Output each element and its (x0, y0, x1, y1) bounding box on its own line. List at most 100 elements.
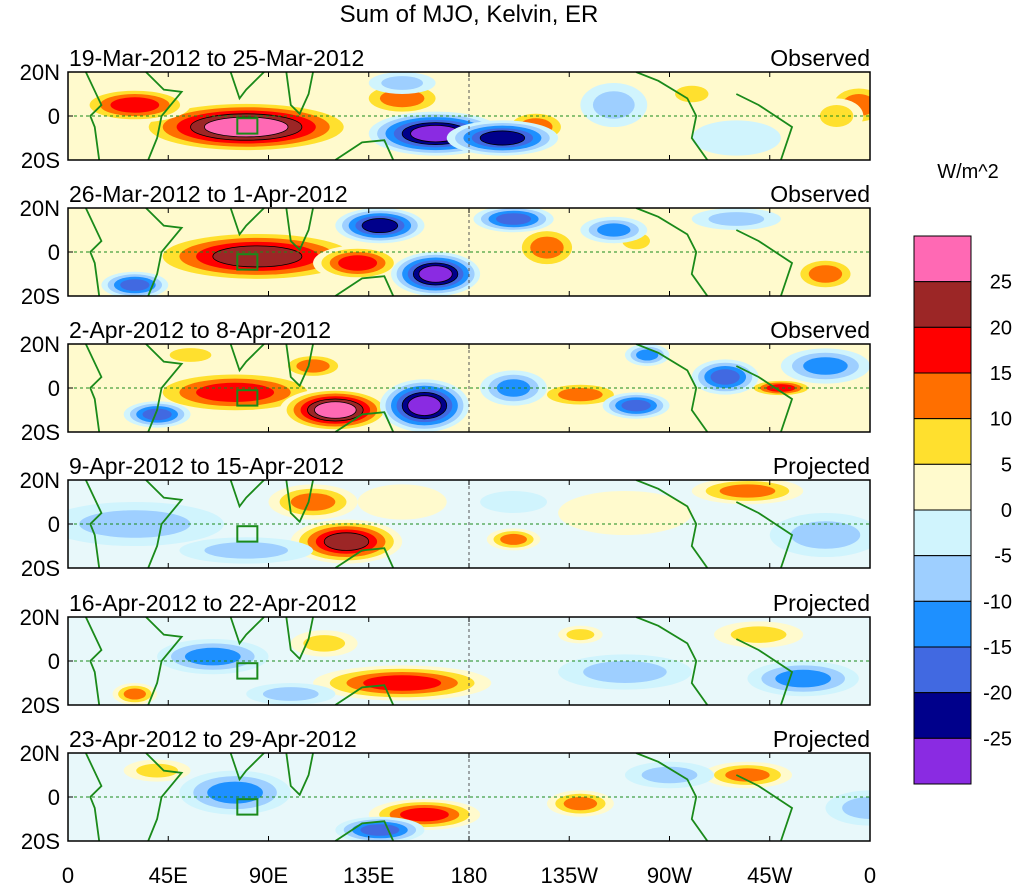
negative-anomaly-contour (184, 647, 241, 666)
lat-label: 20S (21, 829, 60, 854)
colorbar-swatch (913, 646, 972, 694)
positive-anomaly-contour (719, 484, 776, 498)
negative-anomaly-contour (597, 223, 631, 237)
lat-label: 0 (48, 785, 60, 810)
colorbar-tick-label: 20 (990, 317, 1012, 339)
positive-anomaly-contour (530, 236, 564, 259)
colorbar-swatch (913, 737, 972, 785)
colorbar-tick-label: 25 (990, 272, 1012, 294)
coastline (145, 344, 184, 432)
positive-anomaly-contour (110, 97, 160, 113)
coastline (334, 684, 395, 705)
positive-anomaly-contour (400, 807, 449, 822)
lon-label: 0 (62, 863, 74, 888)
positive-anomaly-contour (338, 255, 378, 271)
colorbar-tick-label: -5 (994, 546, 1012, 568)
coastline (635, 753, 709, 841)
positive-anomaly-contour (558, 388, 603, 402)
colorbar-swatch (913, 555, 972, 602)
panel-date-range: 2-Apr-2012 to 8-Apr-2012 (69, 317, 331, 343)
positive-anomaly-contour (136, 763, 178, 778)
colorbar-tick-label: -25 (983, 728, 1012, 750)
coastline (735, 93, 794, 160)
coastline (229, 480, 265, 509)
lat-label: 0 (48, 376, 60, 401)
panel-status-label: Projected (773, 590, 870, 616)
coastline (285, 753, 314, 797)
positive-anomaly-contour (204, 116, 289, 138)
positive-anomaly-contour (296, 359, 330, 373)
lon-label: 45W (747, 863, 792, 888)
negative-anomaly-contour (790, 521, 861, 549)
colorbar-swatch (913, 326, 972, 374)
coastline (735, 365, 794, 432)
negative-anomaly-contour (207, 781, 263, 804)
reference-box-marker (236, 389, 259, 407)
lon-label: 45E (149, 863, 188, 888)
coastline (229, 753, 265, 782)
negative-anomaly-contour (583, 661, 667, 683)
map-panel-6 (68, 753, 870, 841)
lon-label: 135E (343, 863, 394, 888)
lat-label: 20S (21, 420, 60, 445)
coastline (334, 411, 395, 432)
panel-date-range: 16-Apr-2012 to 22-Apr-2012 (69, 590, 357, 616)
positive-anomaly-contour (563, 797, 598, 811)
colorbar-tick-label: 15 (990, 363, 1012, 385)
positive-anomaly-contour (123, 688, 146, 700)
negative-anomaly-contour (710, 369, 740, 385)
reference-box-marker (236, 525, 259, 543)
coastline (635, 72, 709, 160)
negative-anomaly-contour (120, 279, 150, 291)
coastline (735, 638, 794, 705)
negative-anomaly-contour (842, 797, 870, 819)
lat-label: 20N (20, 196, 60, 221)
colorbar-swatch (913, 372, 972, 420)
lon-label: 90E (249, 863, 288, 888)
negative-anomaly-contour (361, 218, 399, 234)
positive-anomaly-contour (314, 401, 357, 419)
coastline (229, 344, 265, 373)
coastline (285, 344, 314, 388)
lon-label: 90W (647, 863, 692, 888)
coastline (85, 753, 103, 841)
coastline (145, 617, 184, 705)
panel-status-label: Observed (770, 45, 870, 71)
map-panel-2 (68, 208, 870, 296)
coastline (145, 208, 184, 296)
negative-anomaly-contour (592, 91, 635, 119)
positive-anomaly-contour (725, 768, 770, 782)
coastline (285, 617, 314, 661)
lat-label: 20N (20, 332, 60, 357)
lat-label: 0 (48, 104, 60, 129)
panel-status-label: Projected (773, 453, 870, 479)
positive-anomaly-contour (379, 89, 425, 108)
positive-anomaly-contour (323, 532, 370, 551)
lat-label: 0 (48, 512, 60, 537)
figure-title: Sum of MJO, Kelvin, ER (340, 1, 599, 28)
lat-label: 20N (20, 60, 60, 85)
colorbar-swatch (913, 509, 972, 557)
panel-status-label: Observed (770, 317, 870, 343)
positive-anomaly-contour (566, 629, 595, 641)
colorbar-tick-label: -15 (983, 637, 1012, 659)
colorbar-swatch (913, 600, 972, 648)
panel-date-range: 9-Apr-2012 to 15-Apr-2012 (69, 453, 344, 479)
colorbar-swatch (913, 463, 972, 511)
colorbar-tick-label: 0 (1001, 500, 1012, 522)
positive-anomaly-contour (303, 635, 346, 652)
negative-anomaly-contour (803, 357, 848, 375)
positive-anomaly-contour (730, 626, 787, 643)
coastline (635, 480, 709, 568)
colorbar-swatch (913, 281, 972, 328)
lat-label: 20N (20, 741, 60, 766)
coastline (229, 617, 265, 646)
lon-label: 180 (451, 863, 488, 888)
lat-label: 0 (48, 649, 60, 674)
negative-anomaly-contour (360, 824, 400, 836)
panel-status-label: Projected (773, 726, 870, 752)
coastline (334, 820, 395, 841)
negative-anomaly-contour (708, 212, 765, 226)
coastline (635, 617, 709, 705)
